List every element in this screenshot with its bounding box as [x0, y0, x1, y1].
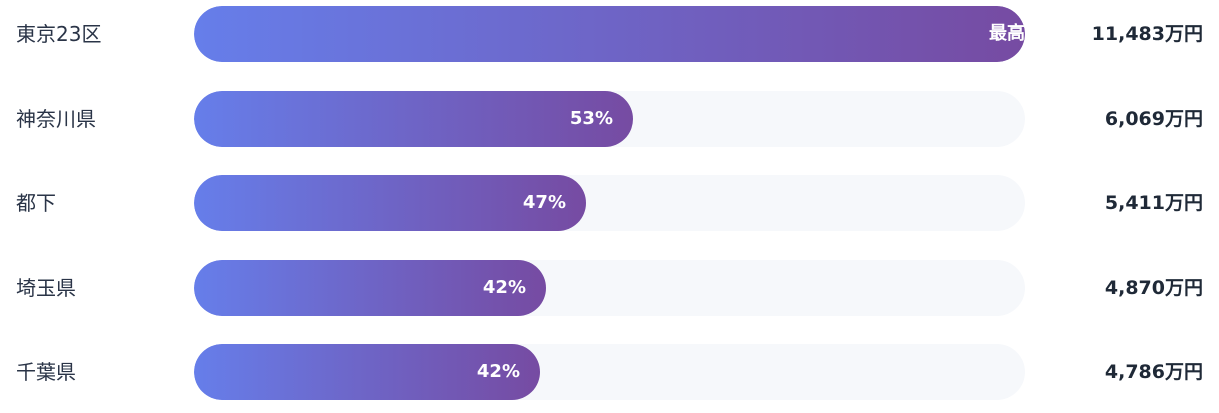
bar: 42% [194, 344, 540, 400]
bar: 53% [194, 90, 633, 147]
value-label: 11,483万円 [1091, 23, 1203, 45]
bar-row: 埼玉県 42% 4,870万円 [0, 259, 1219, 316]
bar-row: 神奈川県 53% 6,069万円 [0, 90, 1219, 147]
bar-percent-label: 42% [482, 276, 526, 298]
bar-track: 最高 [194, 6, 1025, 62]
bar-track: 53% [194, 90, 1025, 147]
bar-percent-label: 最高 [989, 23, 1025, 44]
category-label: 千葉県 [16, 360, 76, 384]
value-label: 4,870万円 [1104, 276, 1203, 299]
category-label: 神奈川県 [16, 106, 96, 131]
category-label: 埼玉県 [16, 275, 76, 300]
bar-row: 東京23区 最高 11,483万円 [0, 6, 1219, 62]
bar-track: 42% [194, 344, 1025, 400]
bar-percent-label: 42% [476, 361, 520, 382]
bar-row: 千葉県 42% 4,786万円 [0, 344, 1219, 400]
bar: 最高 [194, 6, 1025, 62]
bar-percent-label: 47% [522, 192, 566, 213]
bar-row: 都下 47% 5,411万円 [0, 175, 1219, 231]
bar: 47% [194, 175, 586, 231]
value-label: 6,069万円 [1104, 107, 1203, 130]
bar-track: 47% [194, 175, 1025, 231]
bar: 42% [194, 259, 546, 316]
value-label: 5,411万円 [1104, 192, 1203, 214]
category-label: 東京23区 [16, 22, 102, 46]
value-label: 4,786万円 [1104, 361, 1203, 383]
bar-percent-label: 53% [569, 107, 613, 129]
bar-track: 42% [194, 259, 1025, 316]
category-label: 都下 [16, 191, 56, 215]
